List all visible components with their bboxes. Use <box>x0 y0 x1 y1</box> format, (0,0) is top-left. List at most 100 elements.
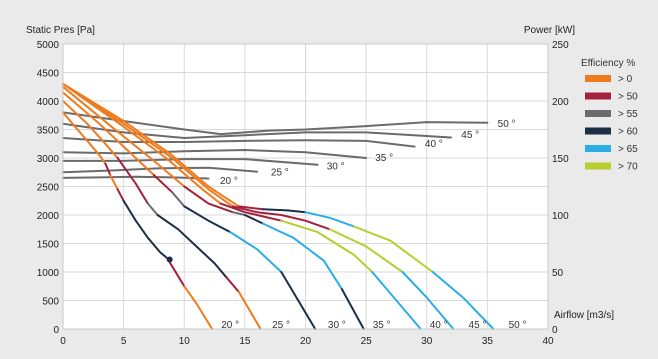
x-tick-label: 35 <box>482 336 494 347</box>
power-curve <box>62 111 489 136</box>
pressure-curve-segment <box>183 185 234 214</box>
power-curve <box>62 122 452 139</box>
power-curve-label: 30 ° <box>327 162 345 173</box>
legend-swatch <box>585 162 611 170</box>
pressure-curve-segment <box>152 174 174 194</box>
y-left-tick-label: 3500 <box>37 126 60 137</box>
power-curve-label: 25 ° <box>271 167 289 178</box>
pressure-curve-label: 20 ° <box>221 320 239 331</box>
power-curve-label: 50 ° <box>498 119 516 130</box>
x-tick-label: 20 <box>300 336 312 347</box>
y-right-tick-label: 150 <box>552 154 569 165</box>
power-curve <box>62 137 416 148</box>
y-left-tick-label: 500 <box>42 297 59 308</box>
y-left-tick-label: 5000 <box>37 40 60 51</box>
pressure-curve-segment <box>62 100 119 159</box>
pressure-curve-segment <box>116 188 125 202</box>
pressure-curve-label: 40 ° <box>430 320 448 331</box>
legend-label: > 60 <box>618 127 638 138</box>
pressure-curve-segment <box>156 214 228 279</box>
y-left-tick-label: 3000 <box>37 154 60 165</box>
pressure-curve-segment <box>262 222 343 291</box>
y-right-tick-label: 50 <box>552 268 564 279</box>
pressure-curve-segment <box>62 85 186 188</box>
pressure-curve-segment <box>280 271 317 330</box>
legend-swatch <box>585 92 611 100</box>
pressure-curve-label: 50 ° <box>509 320 527 331</box>
pressure-curve-segment <box>231 205 331 231</box>
pressure-curve-segment <box>280 219 374 273</box>
pressure-curve-label: 30 ° <box>328 320 346 331</box>
pressure-curve-segment <box>122 199 169 260</box>
pressure-curve-segment <box>62 111 107 165</box>
legend-swatch <box>585 127 611 135</box>
pressure-curve-segment <box>116 157 149 205</box>
pressure-curve-label: 25 ° <box>272 320 290 331</box>
pressure-curve-segment <box>225 276 240 293</box>
y-left-tick-label: 4500 <box>37 69 60 80</box>
axes: 0 5 10 15 20 25 30 35 40050010001500200025003000… <box>37 40 569 347</box>
pressure-curve-segment <box>431 271 495 330</box>
curve-labels: 20 ° 25 ° 30 ° 35 ° 40 ° 45 ° 50 ° 20 ° 25 ° 30 °… <box>220 119 526 331</box>
pressure-curve-segment <box>62 82 234 208</box>
legend-swatch <box>585 75 611 82</box>
y-left-tick-label: 4000 <box>37 97 60 108</box>
pressure-curve-segment <box>183 285 214 330</box>
power-curves <box>62 111 489 180</box>
legend-title: Efficiency % <box>581 58 635 69</box>
legend-label: > 50 <box>618 92 638 103</box>
power-curve-label: 40 ° <box>425 139 443 150</box>
x-tick-label: 10 <box>179 336 191 347</box>
x-tick-label: 5 <box>121 336 127 347</box>
pressure-curve-segment <box>328 228 404 273</box>
pressure-curves <box>62 82 495 330</box>
power-curve-label: 20 ° <box>220 176 238 187</box>
x-tick-label: 15 <box>239 336 251 347</box>
power-curve-label: 35 ° <box>375 153 393 164</box>
x-tick-label: 25 <box>361 336 373 347</box>
legend-label: > 70 <box>618 162 638 173</box>
y-right-axis-label: Power [kW] <box>524 25 575 36</box>
y-left-tick-label: 1000 <box>37 268 60 279</box>
pressure-curve-segment <box>237 205 265 211</box>
x-axis-label: Airflow [m3/s] <box>554 310 614 321</box>
y-right-tick-label: 0 <box>552 325 558 336</box>
pressure-curve-segment <box>62 82 240 208</box>
x-tick-label: 40 <box>542 336 554 347</box>
y-left-axis-label: Static Pres [Pa] <box>26 25 95 36</box>
y-left-tick-label: 2000 <box>37 211 60 222</box>
pressure-curve-segment <box>183 205 232 234</box>
legend-swatch <box>585 110 611 117</box>
legend-label: > 55 <box>618 109 638 120</box>
pressure-curve-label: 45 ° <box>469 320 487 331</box>
plot-frame <box>62 43 549 330</box>
power-curve-label: 45 ° <box>461 130 479 141</box>
pressure-curve-segment <box>171 191 186 208</box>
pressure-curve-segment <box>371 271 422 330</box>
y-right-tick-label: 200 <box>552 97 569 108</box>
pressure-curve-segment <box>340 288 365 330</box>
pressure-curve-segment <box>231 211 246 216</box>
power-curve <box>62 166 258 174</box>
pressure-curve-segment <box>262 208 307 214</box>
pressure-curve-segment <box>229 231 283 273</box>
legend-label: > 0 <box>618 74 633 85</box>
pressure-curve-segment <box>353 225 434 273</box>
pressure-curve-segment <box>146 202 159 216</box>
pressure-curve-segment <box>62 91 155 177</box>
legend-swatch <box>585 145 611 152</box>
x-tick-label: 30 <box>421 336 433 347</box>
legend-label: > 65 <box>618 144 638 155</box>
pressure-curve-segment <box>243 214 265 225</box>
pressure-curve-segment <box>219 202 283 222</box>
pressure-curve-segment <box>104 162 112 177</box>
pressure-curve-segment <box>166 257 186 288</box>
y-left-tick-label: 1500 <box>37 240 60 251</box>
pressure-curve-segment <box>62 82 222 205</box>
y-right-tick-label: 250 <box>552 40 569 51</box>
grid-lines <box>62 43 549 330</box>
pressure-curve-segment <box>237 290 262 330</box>
y-left-tick-label: 2500 <box>37 183 60 194</box>
